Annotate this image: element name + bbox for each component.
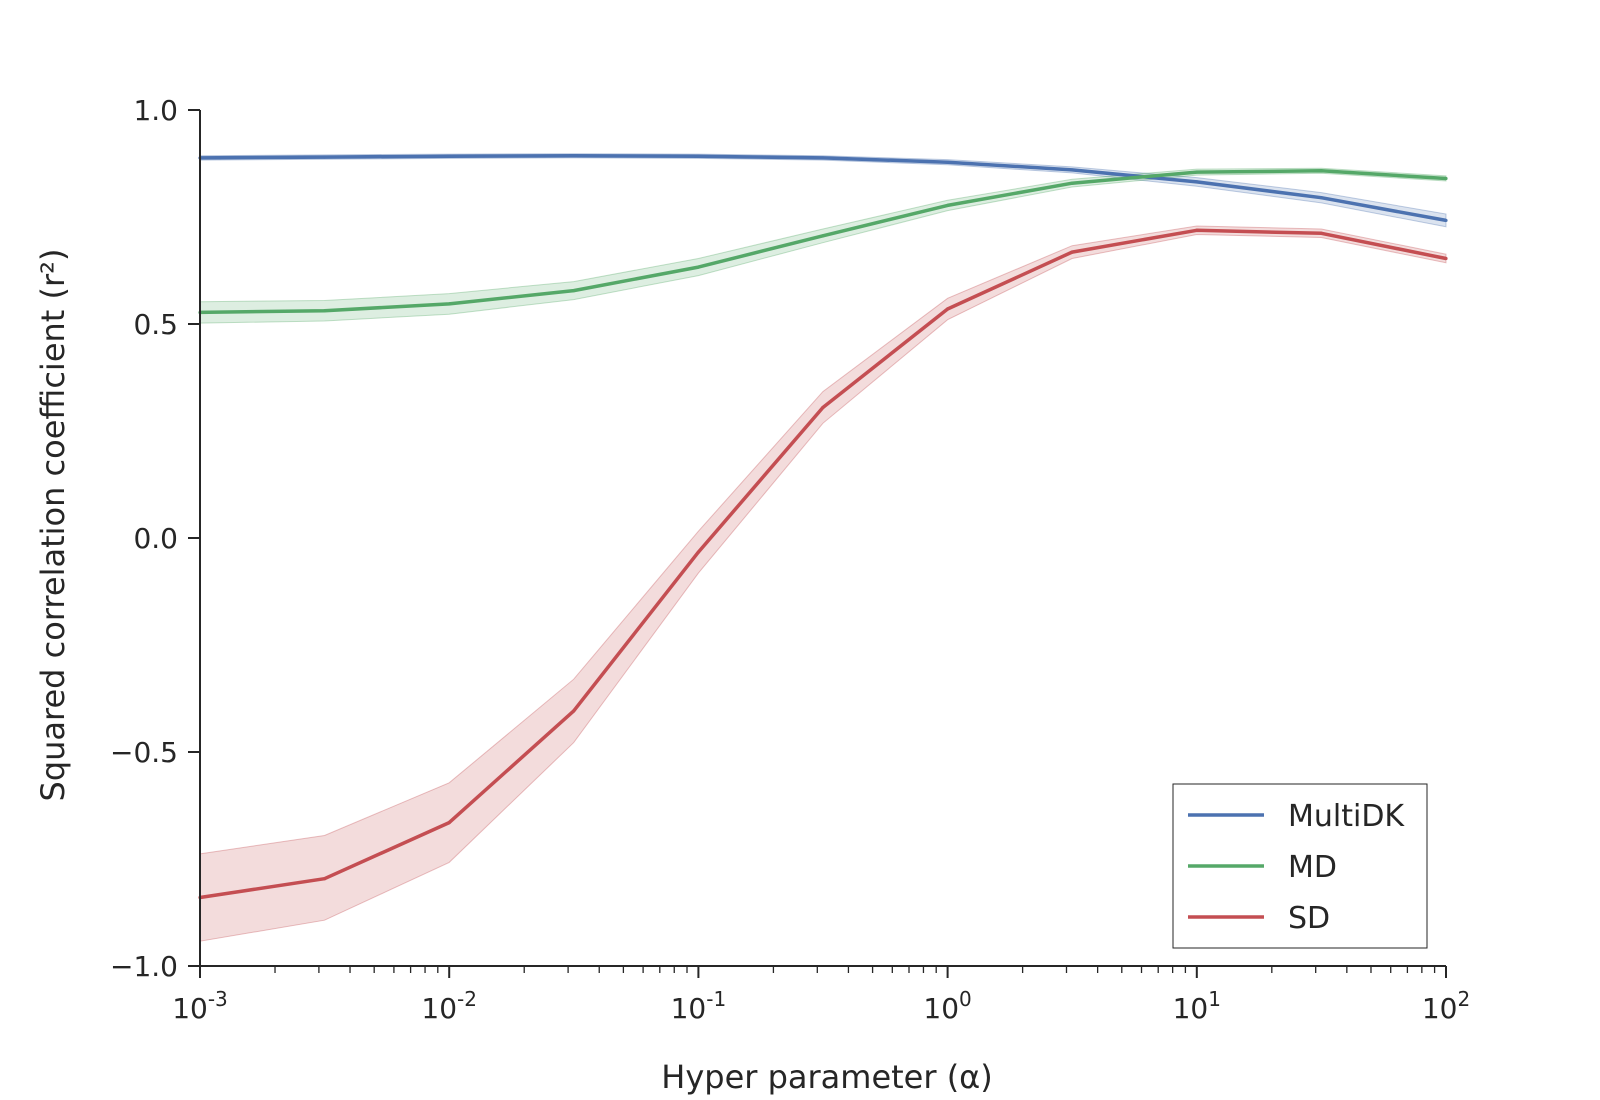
md-data-point xyxy=(1444,176,1448,181)
multidk-data-point xyxy=(447,154,451,158)
md-data-point xyxy=(1195,170,1199,174)
y-tick-label: −1.0 xyxy=(110,950,178,983)
legend-label-sd: SD xyxy=(1288,901,1330,936)
y-tick-label: 1.0 xyxy=(133,94,178,127)
multidk-data-point xyxy=(1070,168,1074,172)
x-tick-label: 102 xyxy=(1422,987,1470,1025)
x-tick-label: 10-2 xyxy=(421,987,477,1025)
sd-data-point xyxy=(821,405,825,410)
multidk-data-point xyxy=(1444,218,1448,223)
x-axis-ticks: 10-3 10-2 10-1 100 101 102 xyxy=(172,966,1470,1025)
multidk-data-point xyxy=(1319,196,1323,200)
y-tick-label: 0.5 xyxy=(133,308,178,341)
multidk-data-point xyxy=(1195,180,1199,184)
md-data-point xyxy=(322,309,327,313)
sd-data-point xyxy=(447,821,451,825)
multidk-series-line xyxy=(199,154,1447,223)
sd-data-point xyxy=(1070,250,1074,254)
sd-confidence-band xyxy=(199,225,1447,942)
sd-data-point xyxy=(322,877,327,881)
y-axis-title: Squared correlation coefficient (r²) xyxy=(34,249,72,802)
md-data-point xyxy=(1070,181,1074,185)
md-confidence-band xyxy=(199,167,1447,324)
legend: MultiDK MD SD xyxy=(1172,783,1428,949)
multidk-data-point xyxy=(821,156,825,160)
x-tick-label: 10-1 xyxy=(671,987,727,1025)
multidk-confidence-band xyxy=(199,153,1447,228)
x-tick-label: 10-3 xyxy=(172,987,228,1025)
md-data-point xyxy=(572,289,576,293)
x-axis-title: Hyper parameter (α) xyxy=(661,1058,993,1096)
multidk-data-point xyxy=(322,155,327,159)
series-lines xyxy=(198,154,1448,900)
md-data-point xyxy=(447,302,451,306)
y-tick-label: 0.0 xyxy=(133,522,178,555)
y-tick-label: −0.5 xyxy=(110,736,178,769)
multidk-data-point xyxy=(946,160,950,164)
md-data-point xyxy=(696,265,701,269)
x-tick-label: 101 xyxy=(1173,987,1221,1025)
sd-data-point xyxy=(572,709,576,713)
sd-data-point xyxy=(1319,231,1323,235)
x-tick-label: 100 xyxy=(923,987,971,1025)
sd-data-point xyxy=(696,550,701,554)
y-axis-ticks: 1.0 0.5 0.0 −0.5 −1.0 xyxy=(110,94,200,983)
md-data-point xyxy=(946,203,950,208)
confidence-bands xyxy=(199,153,1447,942)
md-data-point xyxy=(821,234,825,238)
multidk-data-point xyxy=(696,154,701,158)
legend-label-md: MD xyxy=(1288,850,1337,885)
legend-label-multidk: MultiDK xyxy=(1288,799,1405,834)
multidk-data-point xyxy=(572,154,576,158)
sd-data-point xyxy=(1195,228,1199,232)
sd-data-point xyxy=(946,307,950,311)
sd-data-point xyxy=(1444,256,1448,261)
md-data-point xyxy=(1319,169,1323,173)
